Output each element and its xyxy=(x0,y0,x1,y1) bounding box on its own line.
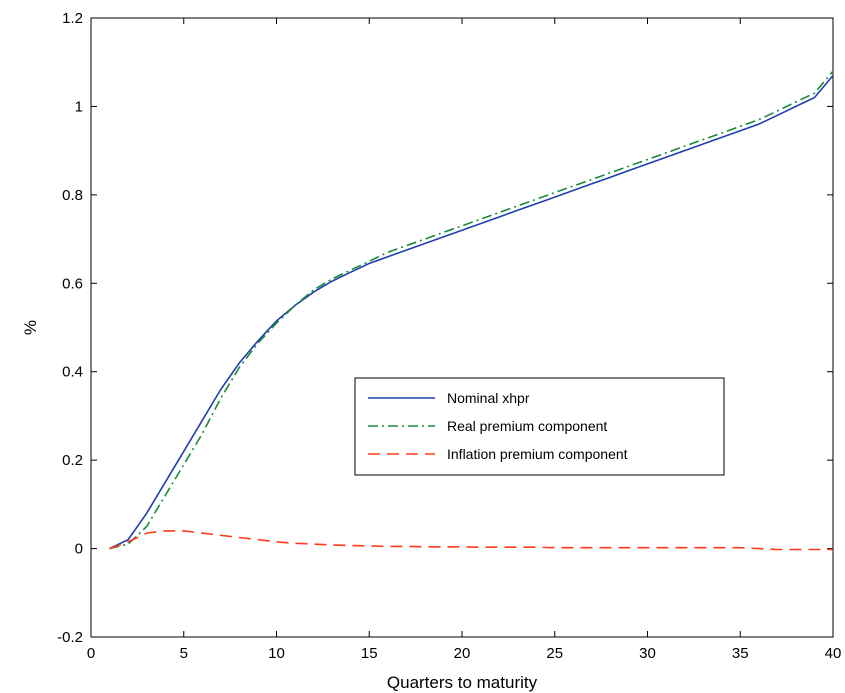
x-tick-label: 20 xyxy=(454,645,471,662)
legend-label-1: Real premium component xyxy=(447,418,607,434)
y-axis-label: % xyxy=(21,320,40,335)
legend: Nominal xhpr Real premium component Inflat… xyxy=(354,377,725,476)
series-line-1 xyxy=(109,70,834,550)
x-tick-label: 25 xyxy=(546,645,563,662)
y-tick-label: 1 xyxy=(75,98,83,115)
y-tick-label: 0.4 xyxy=(62,364,83,381)
x-tick-label: 0 xyxy=(87,645,95,662)
x-tick-label: 15 xyxy=(361,645,378,662)
x-tick-label: 5 xyxy=(180,645,188,662)
y-tick-label: 0.2 xyxy=(62,452,83,469)
y-tick-label: 0.6 xyxy=(62,275,83,292)
legend-label-0: Nominal xhpr xyxy=(447,390,530,406)
x-tick-label: 35 xyxy=(732,645,749,662)
plot-area xyxy=(90,17,834,638)
x-tick-label: 40 xyxy=(825,645,842,662)
series-line-0 xyxy=(109,74,834,550)
axis-ticks: 0 5 10 15 20 25 30 35 40-0.200.20.40.60.811.2 xyxy=(57,10,841,662)
series-line-2 xyxy=(109,530,833,551)
y-tick-label: 1.2 xyxy=(62,10,83,27)
legend-label-2: Inflation premium component xyxy=(447,446,628,462)
y-tick-label: -0.2 xyxy=(57,629,83,646)
y-tick-label: 0.8 xyxy=(62,187,83,204)
series-group xyxy=(109,70,834,551)
x-axis-label: Quarters to maturity xyxy=(387,673,538,692)
x-tick-label: 30 xyxy=(639,645,656,662)
x-tick-label: 10 xyxy=(268,645,285,662)
y-tick-label: 0 xyxy=(75,541,83,558)
